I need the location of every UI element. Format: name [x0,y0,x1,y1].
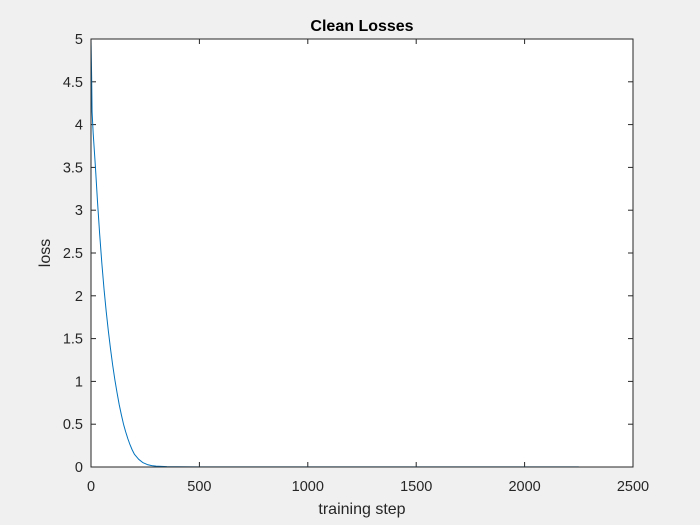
y-tick-label: 3.5 [63,160,83,176]
x-tick-label: 2500 [617,479,649,495]
x-tick-labels: 0 500 1000 1500 2000 2500 [87,479,649,495]
plot-area [91,39,633,467]
y-tick-label: 2 [75,289,83,305]
chart-title: Clean Losses [310,18,413,35]
y-tick-label: 0 [75,460,83,476]
y-tick-label: 4 [75,118,83,134]
y-axis-label: loss [37,239,54,267]
x-axis-label: training step [318,501,405,518]
y-tick-labels: 0 0.5 1 1.5 2 2.5 3 3.5 4 4.5 5 [63,32,83,476]
x-tick-label: 500 [187,479,211,495]
y-tick-label: 1 [75,374,83,390]
y-tick-label: 0.5 [63,417,83,433]
y-tick-label: 3 [75,203,83,219]
x-tick-label: 0 [87,479,95,495]
y-tick-label: 4.5 [63,75,83,91]
x-tick-label: 1000 [292,479,324,495]
x-tick-label: 2000 [508,479,540,495]
axes-box [90,38,634,468]
y-tick-label: 5 [75,32,83,48]
y-tick-label: 1.5 [63,332,83,348]
x-tick-label: 1500 [400,479,432,495]
y-tick-label: 2.5 [63,246,83,262]
